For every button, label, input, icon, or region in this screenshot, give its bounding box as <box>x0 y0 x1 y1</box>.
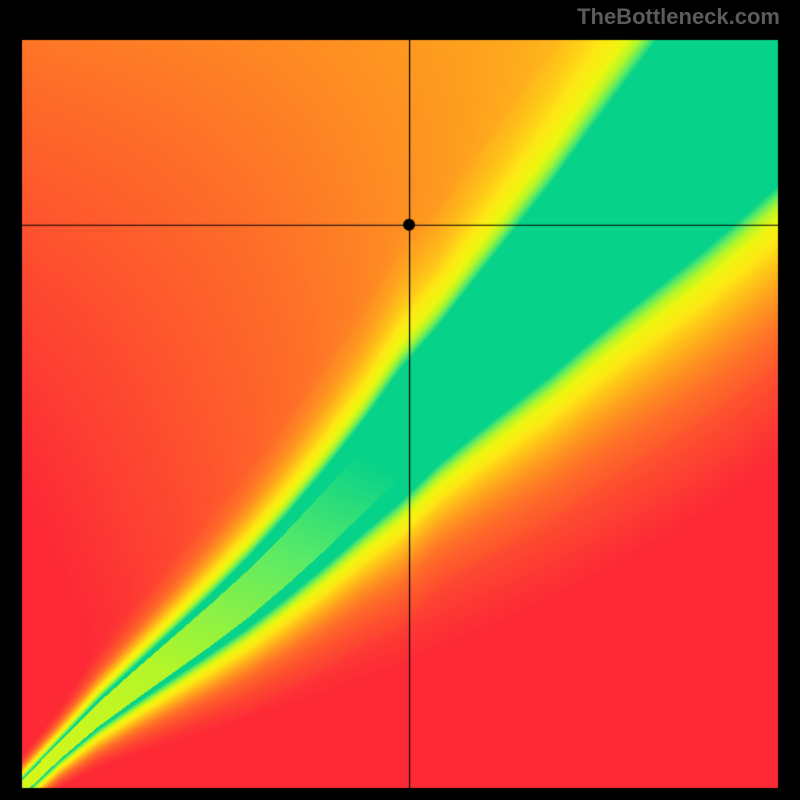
heatmap-canvas <box>0 0 800 800</box>
chart-container: TheBottleneck.com <box>0 0 800 800</box>
watermark-text: TheBottleneck.com <box>577 4 780 30</box>
